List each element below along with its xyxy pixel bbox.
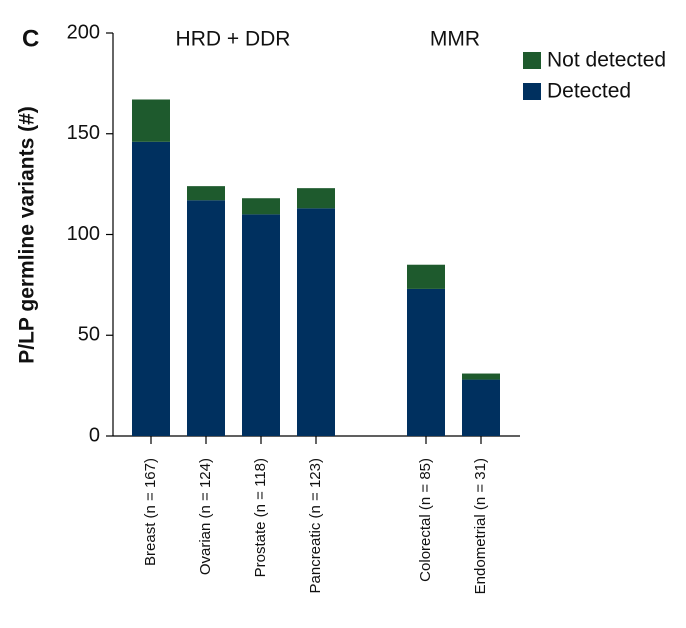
bar-segment bbox=[242, 198, 280, 215]
x-tick-label: Endometrial (n = 31) bbox=[472, 458, 489, 594]
legend-label: Not detected bbox=[547, 49, 666, 72]
x-tick-label: Ovarian (n = 124) bbox=[197, 458, 214, 575]
legend-label: Detected bbox=[547, 80, 631, 103]
y-tick-label: 50 bbox=[78, 324, 100, 346]
x-tick-label: Pancreatic (n = 123) bbox=[307, 458, 324, 594]
bar-segment bbox=[132, 99, 170, 142]
bar-segment bbox=[297, 188, 335, 209]
group-label: HRD + DDR bbox=[176, 28, 291, 51]
group-label: MMR bbox=[430, 28, 480, 51]
x-tick-label: Breast (n = 167) bbox=[142, 458, 159, 566]
y-tick-label: 100 bbox=[67, 223, 100, 245]
y-tick-label: 0 bbox=[89, 424, 100, 446]
bar-segment bbox=[297, 208, 335, 436]
bar-segment bbox=[462, 379, 500, 436]
bar-segment bbox=[407, 264, 445, 289]
bar-segment bbox=[407, 288, 445, 436]
legend-swatch bbox=[523, 52, 541, 69]
bar-segment bbox=[242, 214, 280, 436]
bar-segment bbox=[187, 200, 225, 436]
legend-swatch bbox=[523, 83, 541, 100]
y-tick-label: 200 bbox=[67, 21, 100, 43]
panel-label: C bbox=[22, 25, 39, 52]
x-tick-label: Colorectal (n = 85) bbox=[417, 458, 434, 582]
y-tick-label: 150 bbox=[67, 122, 100, 144]
bar-segment bbox=[187, 186, 225, 201]
bar-segment bbox=[462, 373, 500, 380]
bar-segment bbox=[132, 141, 170, 436]
y-axis-label: P/LP germline variants (#) bbox=[16, 106, 39, 364]
x-tick-label: Prostate (n = 118) bbox=[252, 458, 269, 577]
